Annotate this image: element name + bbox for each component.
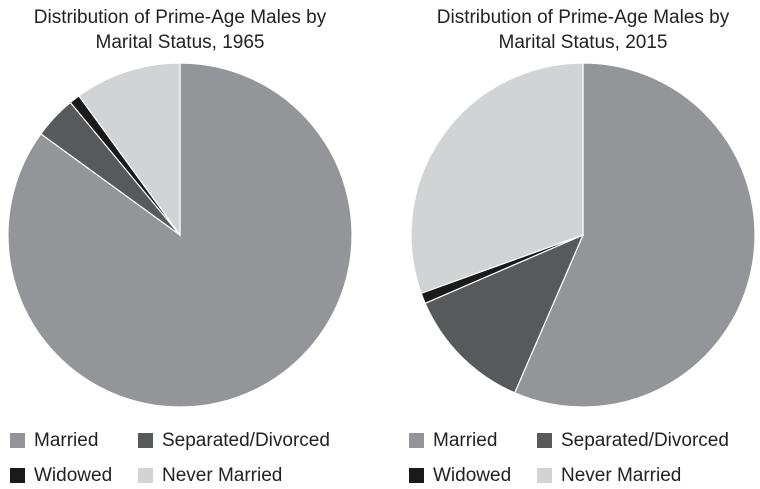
legend-label: Married [433,430,497,451]
legend-label: Widowed [34,465,112,486]
legend-swatch [138,468,153,483]
pie-slice [424,233,585,394]
legend-swatch [409,433,424,448]
legend-label: Never Married [561,465,681,486]
legend-swatch [537,433,552,448]
legend-label: Separated/Divorced [162,430,330,451]
legend-swatch [10,433,25,448]
legend-label: Married [34,430,98,451]
legend-label: Never Married [162,465,282,486]
legend-swatch [10,468,25,483]
legend-swatch [537,468,552,483]
legend-label: Widowed [433,465,511,486]
chart-title: Distribution of Prime-Age Males by Marit… [33,7,327,53]
legend-swatch [138,433,153,448]
pie-slice [410,62,584,295]
legend-label: Separated/Divorced [561,430,729,451]
chart-title: Distribution of Prime-Age Males by Marit… [436,7,730,53]
legend-swatch [409,468,424,483]
pie-slice [513,62,756,408]
pie-slice [78,62,181,237]
